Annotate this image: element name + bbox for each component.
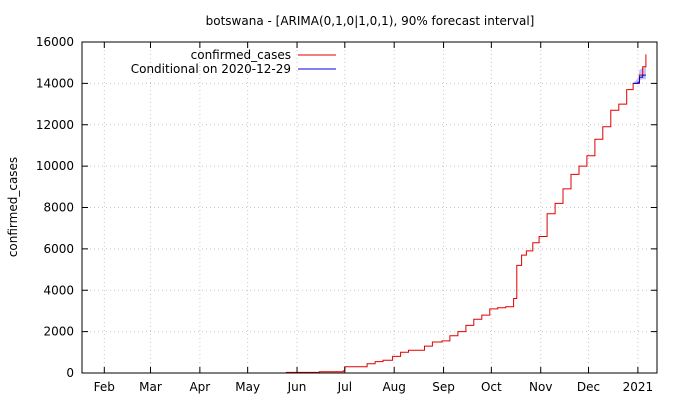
x-tick-label: May [235, 380, 260, 394]
y-axis-label: confirmed_cases [6, 157, 20, 257]
axes: 0 2000 4000 6000 8000 10000 12000 14000 16000 Feb… [36, 35, 657, 394]
grid [82, 42, 657, 373]
legend-label-confirmed: confirmed_cases [191, 48, 291, 62]
legend: confirmed_cases Conditional on 2020-12-2… [131, 48, 336, 76]
x-tick-label: Nov [529, 380, 552, 394]
x-tick-label: Apr [189, 380, 210, 394]
y-tick-label: 12000 [36, 118, 74, 132]
x-tick-label: Sep [432, 380, 455, 394]
legend-label-conditional: Conditional on 2020-12-29 [131, 62, 291, 76]
y-tick-label: 10000 [36, 159, 74, 173]
chart-title: botswana - [ARIMA(0,1,0|1,0,1), 90% fore… [206, 14, 535, 28]
x-tick-label: Mar [139, 380, 162, 394]
x-tick-label: Oct [481, 380, 502, 394]
series-conditional-line [633, 74, 646, 84]
y-tick-label: 4000 [43, 283, 74, 297]
x-tick-label: Jul [337, 380, 352, 394]
x-tick-label: Dec [577, 380, 600, 394]
x-tick-label: Feb [94, 380, 115, 394]
y-tick-label: 16000 [36, 35, 74, 49]
y-tick-label: 6000 [43, 242, 74, 256]
x-tick-label: Jun [287, 380, 307, 394]
series-confirmed-cases-line [285, 54, 647, 373]
y-tick-label: 0 [66, 366, 74, 380]
y-tick-label: 8000 [43, 201, 74, 215]
y-tick-label: 2000 [43, 325, 74, 339]
x-tick-label: Aug [382, 380, 405, 394]
y-tick-label: 14000 [36, 76, 74, 90]
x-tick-label: 2021 [623, 380, 654, 394]
series-lines [285, 54, 647, 373]
